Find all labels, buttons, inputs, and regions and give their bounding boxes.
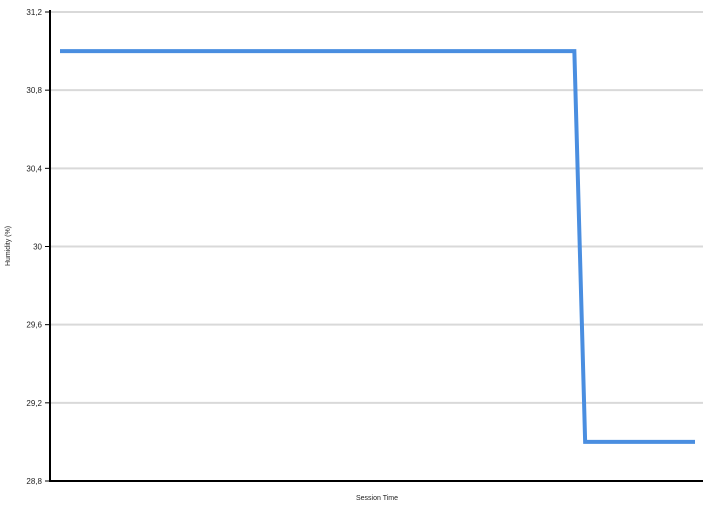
y-tick-label: 30: [33, 243, 42, 252]
y-axis-ticks: 28,8 29,2 29,6 30 30,4 30,8 31,2: [26, 8, 50, 486]
x-axis-label: Session Time: [356, 495, 398, 502]
humidity-series-line: [60, 49, 695, 444]
y-tick-label: 29,2: [26, 399, 42, 408]
y-axis-label: Humidity (%): [5, 226, 12, 266]
y-tick-label: 28,8: [26, 477, 42, 486]
y-tick-label: 31,2: [26, 8, 42, 17]
y-tick-label: 29,6: [26, 321, 42, 330]
series-lines: [60, 49, 695, 444]
grid-lines: [50, 11, 703, 404]
y-tick-label: 30,8: [26, 86, 42, 95]
y-tick-label: 30,4: [26, 164, 42, 173]
